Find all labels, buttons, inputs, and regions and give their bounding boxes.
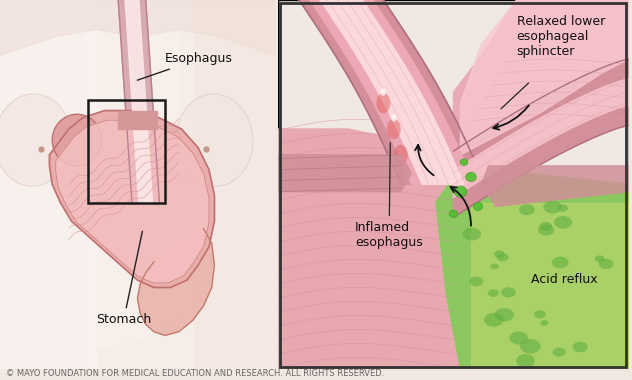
Ellipse shape (488, 289, 499, 297)
Ellipse shape (595, 255, 605, 262)
Ellipse shape (463, 228, 481, 241)
Ellipse shape (497, 253, 509, 261)
Polygon shape (278, 129, 489, 369)
Polygon shape (0, 0, 96, 369)
Bar (88, 100, 165, 203)
Polygon shape (56, 120, 209, 283)
Ellipse shape (544, 201, 562, 214)
Ellipse shape (454, 186, 467, 197)
Ellipse shape (552, 347, 566, 356)
Polygon shape (310, 0, 475, 184)
Ellipse shape (380, 89, 386, 96)
Text: Esophagus: Esophagus (137, 52, 233, 80)
Polygon shape (138, 228, 214, 336)
Polygon shape (454, 0, 629, 166)
Text: © MAYO FOUNDATION FOR MEDICAL EDUCATION AND RESEARCH. ALL RIGHTS RESERVED.: © MAYO FOUNDATION FOR MEDICAL EDUCATION … (6, 369, 385, 378)
Ellipse shape (52, 114, 102, 166)
Text: Inflamed
esophagus: Inflamed esophagus (355, 143, 423, 249)
Polygon shape (0, 0, 275, 55)
Polygon shape (0, 0, 275, 369)
Polygon shape (125, 0, 152, 203)
Polygon shape (82, 0, 192, 369)
Polygon shape (482, 166, 629, 206)
Polygon shape (454, 79, 629, 198)
Text: Acid reflux: Acid reflux (531, 273, 597, 286)
Polygon shape (320, 0, 464, 184)
FancyBboxPatch shape (278, 0, 629, 203)
Polygon shape (299, 0, 485, 184)
Text: Stomach: Stomach (96, 231, 151, 326)
Ellipse shape (176, 94, 253, 186)
Ellipse shape (534, 310, 545, 318)
Ellipse shape (394, 145, 408, 165)
Ellipse shape (391, 114, 396, 122)
Ellipse shape (466, 172, 477, 182)
Ellipse shape (520, 339, 540, 353)
Polygon shape (179, 0, 275, 369)
Ellipse shape (540, 222, 552, 231)
Ellipse shape (519, 204, 535, 215)
Ellipse shape (552, 256, 569, 268)
Ellipse shape (494, 308, 514, 321)
Ellipse shape (376, 93, 391, 113)
Ellipse shape (501, 287, 516, 298)
Polygon shape (454, 59, 629, 217)
Polygon shape (118, 111, 157, 129)
Polygon shape (471, 203, 629, 369)
Text: Relaxed lower
esophageal
sphincter: Relaxed lower esophageal sphincter (516, 15, 605, 58)
Ellipse shape (516, 354, 535, 367)
Polygon shape (436, 166, 629, 369)
Ellipse shape (554, 216, 572, 229)
Ellipse shape (540, 320, 548, 326)
Ellipse shape (494, 250, 504, 258)
Ellipse shape (387, 119, 401, 139)
Ellipse shape (599, 259, 614, 269)
Ellipse shape (469, 277, 483, 287)
Ellipse shape (484, 313, 504, 327)
Ellipse shape (473, 203, 483, 211)
Ellipse shape (557, 204, 568, 212)
Ellipse shape (509, 331, 528, 345)
Ellipse shape (460, 159, 468, 166)
Ellipse shape (573, 342, 588, 352)
Polygon shape (278, 155, 411, 192)
Ellipse shape (490, 263, 499, 269)
Polygon shape (118, 0, 159, 203)
Polygon shape (461, 0, 629, 155)
Ellipse shape (449, 210, 458, 217)
Ellipse shape (0, 94, 71, 186)
Ellipse shape (538, 224, 554, 236)
Polygon shape (49, 111, 214, 288)
